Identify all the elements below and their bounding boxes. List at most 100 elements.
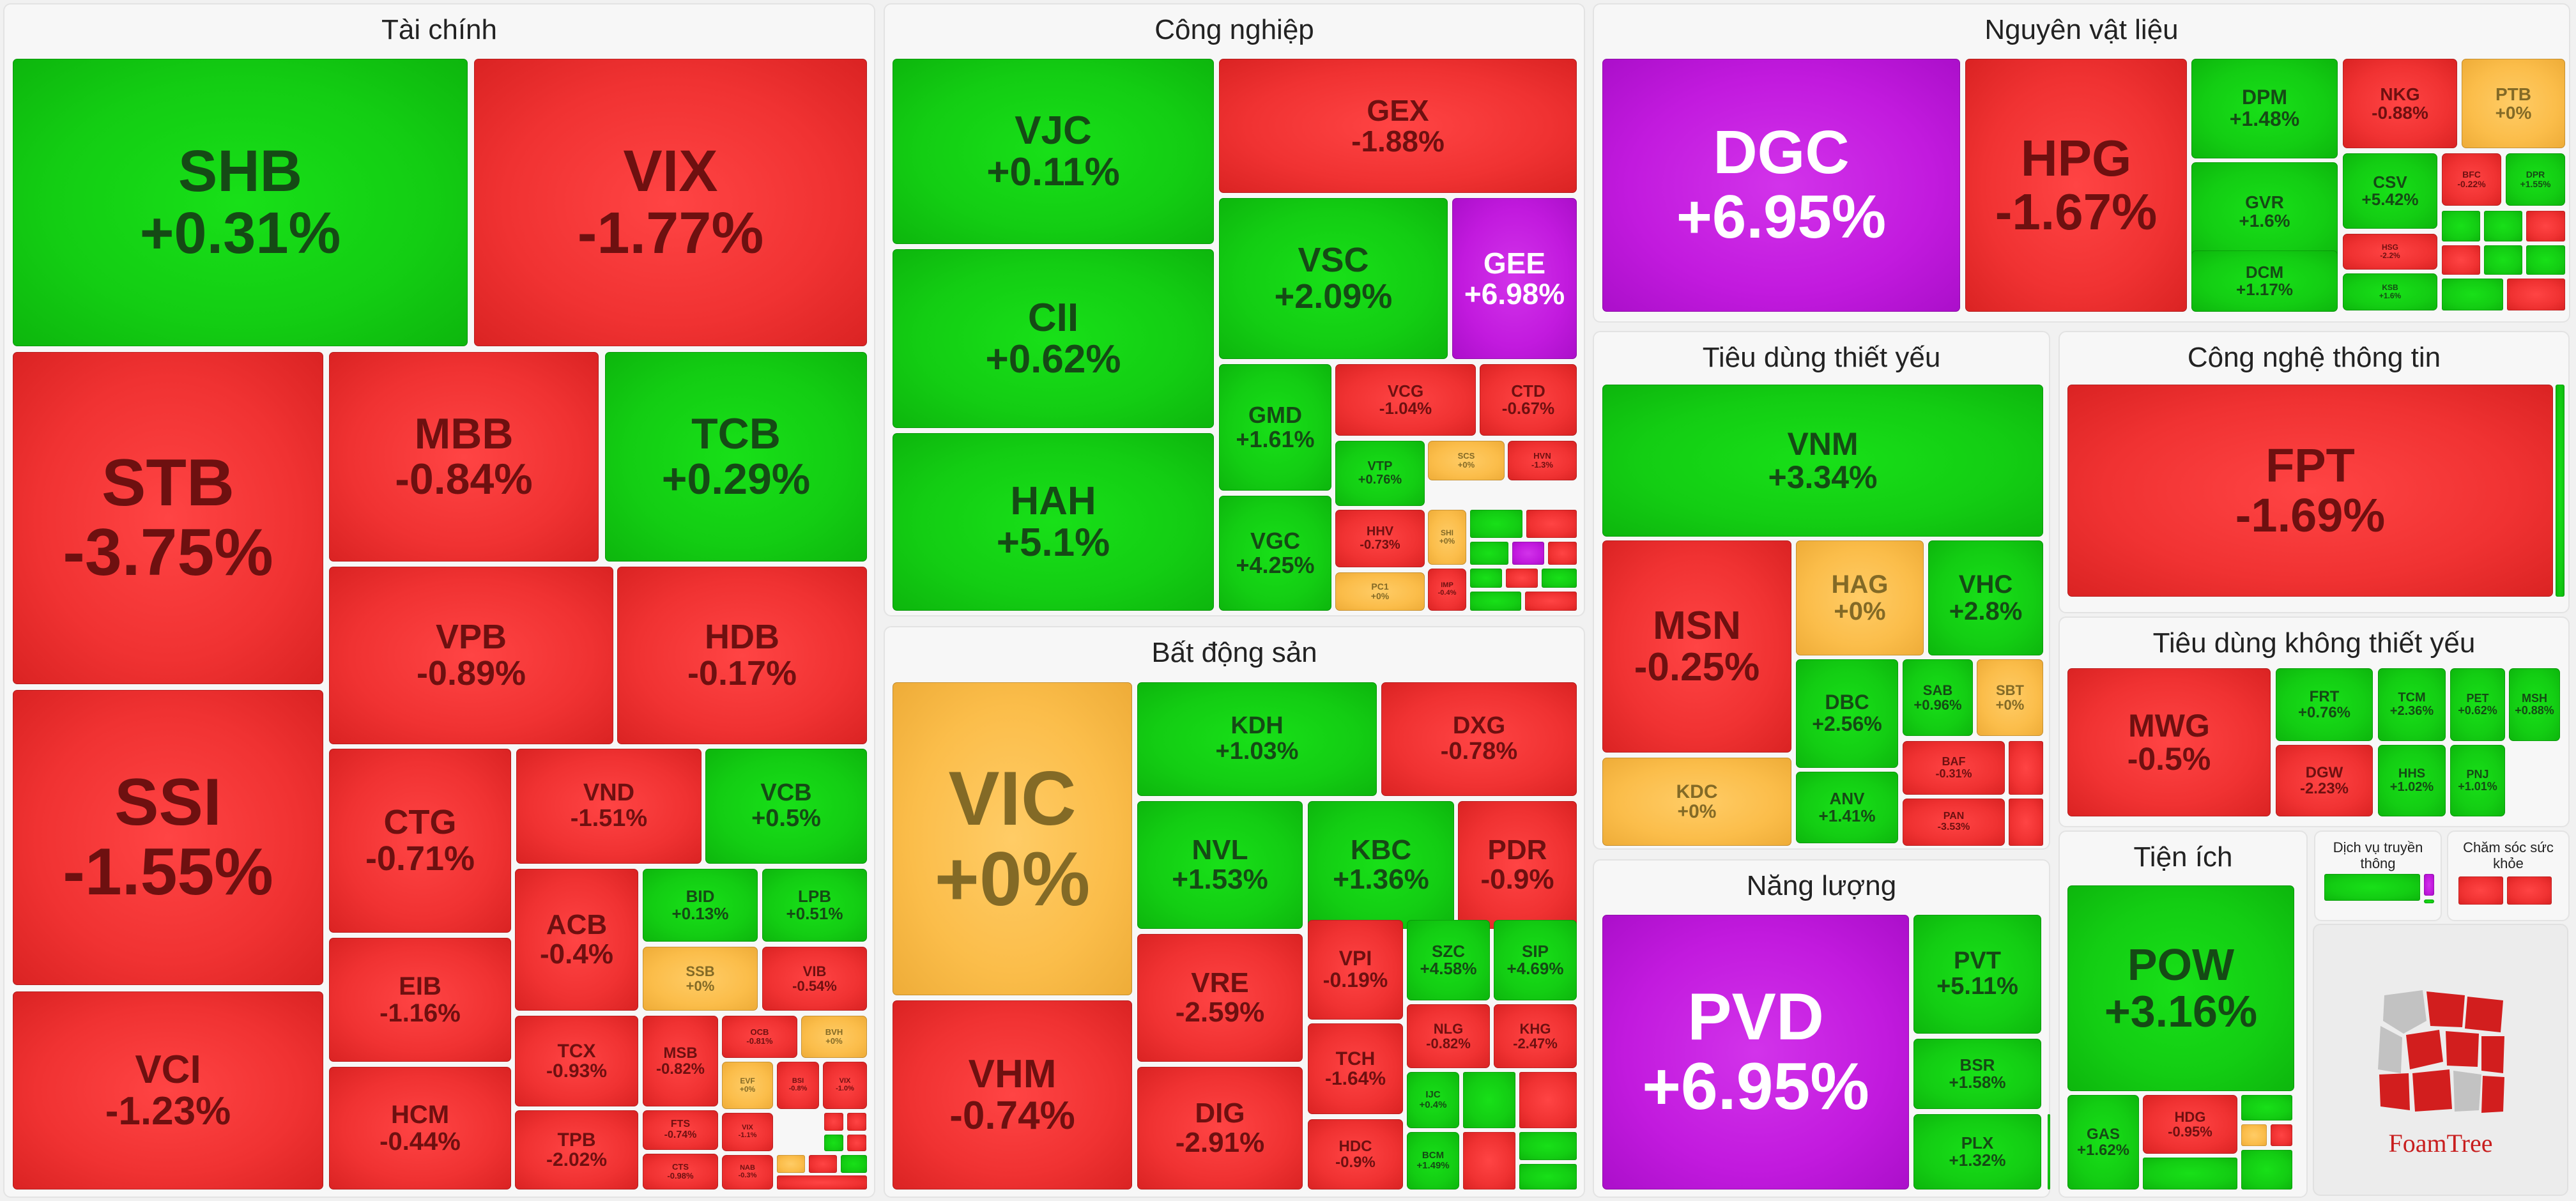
stock-tile-gvr[interactable]: GVR +1.6%	[2191, 162, 2338, 261]
stock-tile-vix[interactable]: VIX -1.1%	[722, 1113, 773, 1151]
stock-tile-eib[interactable]: EIB -1.16%	[329, 938, 511, 1062]
small-stock-tile[interactable]	[847, 1113, 866, 1131]
stock-tile-vtp[interactable]: VTP +0.76%	[1335, 441, 1425, 506]
stock-tile-sab[interactable]: SAB +0.96%	[1903, 659, 1973, 736]
small-stock-tile[interactable]	[2241, 1150, 2292, 1190]
stock-tile-fpt[interactable]: FPT -1.69%	[2067, 385, 2553, 597]
stock-tile-hdb[interactable]: HDB -0.17%	[617, 567, 867, 744]
stock-tile-vib[interactable]: VIB -0.54%	[762, 947, 867, 1011]
stock-tile-vsc[interactable]: VSC +2.09%	[1219, 198, 1448, 359]
stock-tile-szc[interactable]: SZC +4.58%	[1407, 920, 1490, 1000]
small-stock-tile[interactable]	[1519, 1132, 1577, 1160]
stock-tile-cts[interactable]: CTS -0.98%	[643, 1154, 718, 1190]
stock-tile-dbc[interactable]: DBC +2.56%	[1796, 659, 1898, 768]
small-stock-tile[interactable]	[2484, 211, 2522, 241]
small-stock-tile[interactable]	[1463, 1072, 1515, 1128]
stock-tile-hvn[interactable]: HVN -1.3%	[1508, 441, 1577, 480]
stock-tile-dgw[interactable]: DGW -2.23%	[2276, 745, 2373, 816]
stock-tile-pnj[interactable]: PNJ +1.01%	[2450, 745, 2505, 816]
stock-tile-dxg[interactable]: DXG -0.78%	[1381, 682, 1577, 796]
stock-tile-cii[interactable]: CII +0.62%	[893, 249, 1214, 428]
small-stock-tile[interactable]	[2442, 279, 2503, 310]
small-stock-tile[interactable]	[2424, 899, 2434, 903]
small-stock-tile[interactable]	[2442, 211, 2480, 241]
small-stock-tile[interactable]	[2484, 245, 2522, 275]
stock-tile-pvd[interactable]: PVD +6.95%	[1602, 915, 1909, 1190]
stock-tile-kdc[interactable]: KDC +0%	[1602, 758, 1791, 846]
stock-tile-nab[interactable]: NAB -0.3%	[722, 1155, 773, 1190]
stock-tile-tcm[interactable]: TCM +2.36%	[2378, 668, 2446, 741]
stock-tile-mwg[interactable]: MWG -0.5%	[2067, 668, 2271, 816]
stock-tile-msn[interactable]: MSN -0.25%	[1602, 540, 1791, 753]
stock-tile-kdh[interactable]: KDH +1.03%	[1137, 682, 1377, 796]
stock-tile-gex[interactable]: GEX -1.88%	[1219, 59, 1577, 193]
small-stock-tile[interactable]	[777, 1175, 867, 1190]
stock-tile-fts[interactable]: FTS -0.74%	[643, 1110, 718, 1150]
stock-tile-lpb[interactable]: LPB +0.51%	[762, 869, 867, 942]
stock-tile-pvt[interactable]: PVT +5.11%	[1913, 915, 2041, 1034]
stock-tile-tch[interactable]: TCH -1.64%	[1308, 1023, 1403, 1114]
stock-tile-dpm[interactable]: DPM +1.48%	[2191, 59, 2338, 158]
stock-tile-msh[interactable]: MSH +0.88%	[2509, 668, 2560, 741]
stock-tile-frt[interactable]: FRT +0.76%	[2276, 668, 2373, 741]
small-stock-tile[interactable]	[2526, 211, 2565, 241]
small-stock-tile[interactable]	[1463, 1132, 1515, 1190]
stock-tile-vgc[interactable]: VGC +4.25%	[1219, 496, 1331, 611]
stock-tile-vic[interactable]: VIC +0%	[893, 682, 1132, 995]
stock-tile-baf[interactable]: BAF -0.31%	[1903, 741, 2005, 795]
small-stock-tile[interactable]	[1512, 542, 1544, 565]
small-stock-tile[interactable]	[1519, 1072, 1577, 1128]
small-stock-tile[interactable]	[2507, 279, 2565, 310]
stock-tile-nlg[interactable]: NLG -0.82%	[1407, 1004, 1490, 1068]
stock-tile-hcm[interactable]: HCM -0.44%	[329, 1067, 511, 1190]
stock-tile-imp[interactable]: IMP -0.4%	[1428, 569, 1466, 611]
stock-tile-vpb[interactable]: VPB -0.89%	[329, 567, 613, 744]
stock-tile-ksb[interactable]: KSB +1.6%	[2343, 273, 2437, 310]
small-stock-tile[interactable]	[824, 1135, 843, 1151]
small-stock-tile[interactable]	[1525, 592, 1577, 611]
stock-tile-nkg[interactable]: NKG -0.88%	[2343, 59, 2457, 148]
stock-tile-gas[interactable]: GAS +1.62%	[2067, 1095, 2139, 1190]
stock-tile-shb[interactable]: SHB +0.31%	[13, 59, 468, 346]
stock-tile-dig[interactable]: DIG -2.91%	[1137, 1067, 1303, 1190]
stock-tile-tcb[interactable]: TCB +0.29%	[605, 352, 867, 562]
small-stock-tile[interactable]	[847, 1135, 866, 1151]
small-stock-tile[interactable]	[1470, 569, 1502, 588]
small-stock-tile[interactable]	[2241, 1124, 2267, 1146]
stock-tile-vjc[interactable]: VJC +0.11%	[893, 59, 1214, 244]
stock-tile-hhv[interactable]: HHV -0.73%	[1335, 510, 1425, 567]
small-stock-tile[interactable]	[824, 1113, 843, 1131]
small-stock-tile[interactable]	[2048, 1114, 2050, 1190]
stock-tile-pdr[interactable]: PDR -0.9%	[1458, 801, 1577, 929]
stock-tile-vcg[interactable]: VCG -1.04%	[1335, 364, 1476, 436]
small-stock-tile[interactable]	[2241, 1095, 2292, 1121]
stock-tile-stb[interactable]: STB -3.75%	[13, 352, 323, 684]
stock-tile-tpb[interactable]: TPB -2.02%	[515, 1110, 638, 1190]
stock-tile-ijc[interactable]: IJC +0.4%	[1407, 1072, 1459, 1128]
stock-tile-scs[interactable]: SCS +0%	[1428, 441, 1505, 480]
stock-tile-hah[interactable]: HAH +5.1%	[893, 433, 1214, 611]
stock-tile-csv[interactable]: CSV +5.42%	[2343, 153, 2437, 229]
small-stock-tile[interactable]	[809, 1155, 837, 1173]
small-stock-tile[interactable]	[1548, 542, 1577, 565]
small-stock-tile[interactable]	[2507, 876, 2552, 905]
stock-tile-msb[interactable]: MSB -0.82%	[643, 1016, 718, 1106]
stock-tile-bsr[interactable]: BSR +1.58%	[1913, 1039, 2041, 1109]
stock-tile-vre[interactable]: VRE -2.59%	[1137, 934, 1303, 1062]
small-stock-tile[interactable]	[1470, 542, 1508, 565]
stock-tile-ssi[interactable]: SSI -1.55%	[13, 690, 323, 985]
stock-tile-dpr[interactable]: DPR +1.55%	[2506, 153, 2565, 206]
stock-tile-bid[interactable]: BID +0.13%	[643, 869, 758, 942]
stock-tile-bfc[interactable]: BFC -0.22%	[2442, 153, 2501, 206]
small-stock-tile[interactable]	[1519, 1164, 1577, 1190]
stock-tile-vnm[interactable]: VNM +3.34%	[1602, 385, 2043, 537]
small-stock-tile[interactable]	[2526, 245, 2565, 275]
stock-tile-hsg[interactable]: HSG -2.2%	[2343, 234, 2437, 270]
stock-tile-evf[interactable]: EVF +0%	[722, 1062, 773, 1109]
stock-tile-sbt[interactable]: SBT +0%	[1977, 659, 2043, 736]
stock-tile-khg[interactable]: KHG -2.47%	[1494, 1004, 1577, 1068]
small-stock-tile[interactable]	[2009, 741, 2043, 795]
stock-tile-vhc[interactable]: VHC +2.8%	[1928, 540, 2043, 655]
stock-tile-hhs[interactable]: HHS +1.02%	[2378, 745, 2446, 816]
stock-tile-ocb[interactable]: OCB -0.81%	[722, 1016, 797, 1058]
